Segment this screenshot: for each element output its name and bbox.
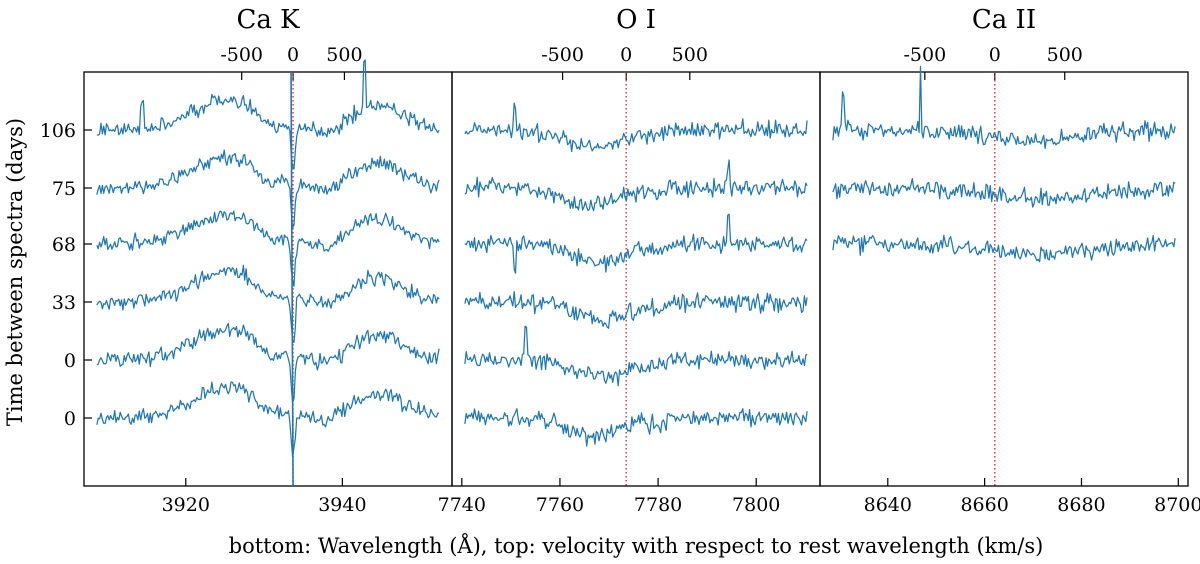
velocity-tick-label-ca-k: 500	[326, 44, 362, 66]
velocity-tick-label-ca-k: -500	[220, 44, 263, 66]
x-tick-label-ca-ii: 8660	[960, 494, 1008, 516]
y-tick-label: 33	[52, 292, 76, 314]
spectrum-ca-ii-row-3	[832, 234, 1176, 263]
x-tick-label-ca-k: 3920	[162, 494, 210, 516]
y-axis-label: Time between spectra (days)	[3, 118, 27, 426]
spectrum-ca-k-row-3	[96, 210, 440, 287]
spectrum-o-i-row-6	[464, 408, 808, 447]
spectrum-ca-k-row-2	[96, 149, 440, 229]
x-axis-label: bottom: Wavelength (Å), top: velocity wi…	[229, 533, 1044, 558]
spectrum-ca-k-row-6	[96, 381, 440, 458]
x-tick-label-o-i: 7760	[536, 494, 584, 516]
velocity-tick-label-o-i: 0	[620, 44, 632, 66]
spectrum-o-i-row-2	[464, 159, 808, 212]
velocity-tick-label-ca-ii: 500	[1047, 44, 1083, 66]
spectrum-ca-ii-row-1	[832, 65, 1176, 150]
ca-k-absorption-core	[290, 71, 294, 487]
y-tick-label: 106	[40, 120, 76, 142]
x-tick-label-ca-ii: 8700	[1154, 494, 1200, 516]
panel-title-ca-k: Ca K	[236, 5, 300, 35]
x-tick-label-ca-ii: 8680	[1057, 494, 1105, 516]
spectrum-ca-k-row-4	[96, 264, 440, 344]
panel-frame-ca-ii	[819, 71, 1189, 487]
y-tick-label: 0	[64, 350, 76, 372]
x-tick-label-o-i: 7780	[634, 494, 682, 516]
panel-title-ca-ii: Ca II	[972, 5, 1036, 35]
spectrum-ca-k-row-5	[96, 322, 440, 404]
y-tick-label: 0	[64, 408, 76, 430]
spectrum-o-i-row-3	[464, 213, 808, 274]
velocity-tick-label-ca-k: 0	[287, 44, 299, 66]
velocity-tick-label-ca-ii: -500	[904, 44, 947, 66]
x-tick-label-o-i: 7740	[438, 494, 486, 516]
spectrum-o-i-row-5	[464, 325, 808, 387]
velocity-tick-label-ca-ii: 0	[989, 44, 1001, 66]
y-tick-label: 68	[52, 234, 76, 256]
x-tick-label-o-i: 7800	[732, 494, 780, 516]
y-tick-label: 75	[52, 178, 76, 200]
x-tick-label-ca-k: 3940	[318, 494, 366, 516]
spectrum-o-i-row-1	[464, 102, 808, 153]
velocity-tick-label-o-i: 500	[672, 44, 708, 66]
velocity-tick-label-o-i: -500	[541, 44, 584, 66]
spectrum-ca-ii-row-2	[832, 177, 1176, 208]
panel-title-o-i: O I	[616, 5, 656, 35]
x-tick-label-ca-ii: 8640	[864, 494, 912, 516]
spectrum-o-i-row-4	[464, 290, 808, 329]
spectrum-ca-k-row-1	[96, 59, 440, 170]
